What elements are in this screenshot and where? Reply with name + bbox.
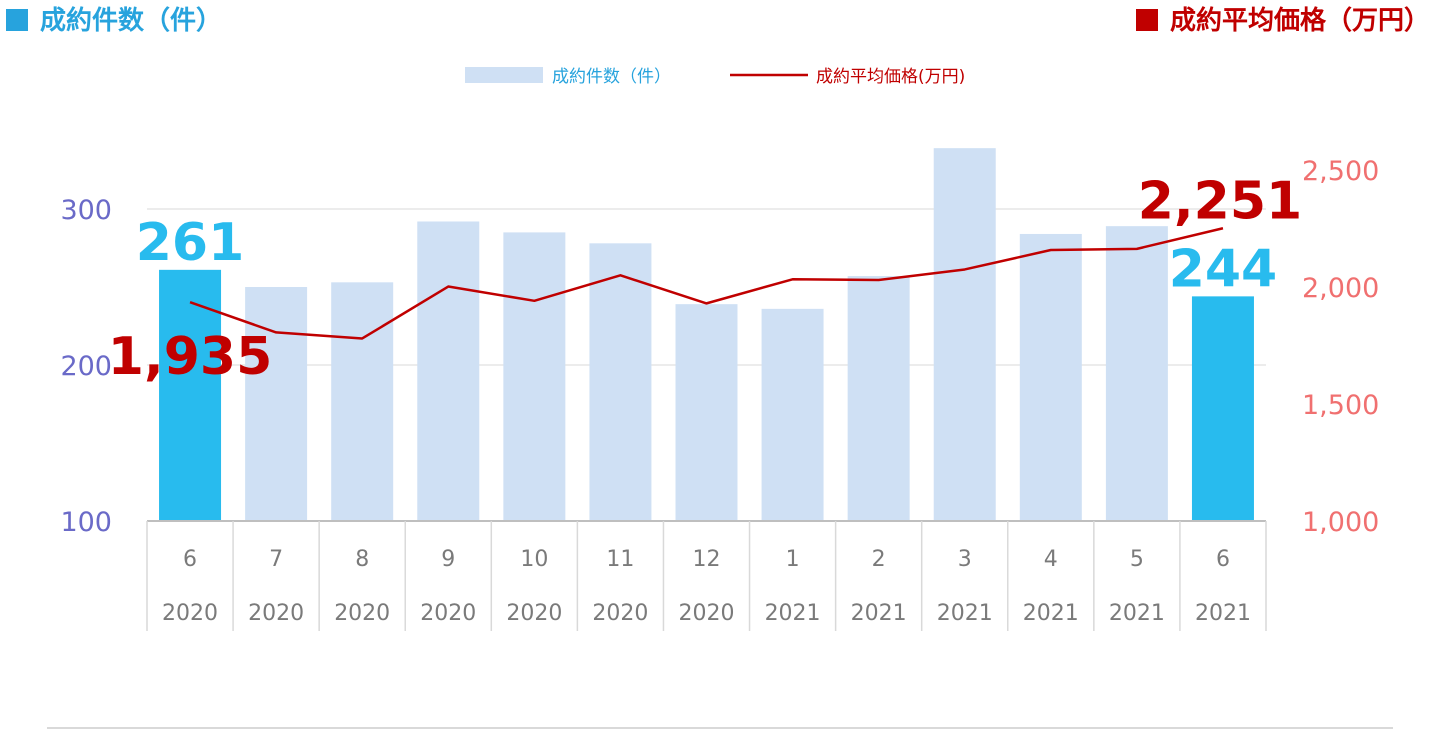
bar-6 bbox=[675, 304, 738, 521]
left-header: 成約件数（件） bbox=[6, 4, 222, 38]
x-year-label: 2020 bbox=[420, 601, 476, 626]
x-month-label: 3 bbox=[958, 547, 972, 572]
x-month-label: 2 bbox=[872, 547, 886, 572]
left-tick-label: 200 bbox=[60, 351, 112, 382]
line-series bbox=[189, 227, 1224, 340]
right-tick-label: 2,000 bbox=[1302, 273, 1379, 304]
bar-11 bbox=[1105, 226, 1168, 521]
right-axis: 1,000 1,500 2,000 2,500 bbox=[1302, 156, 1379, 538]
legend-bar-swatch bbox=[465, 67, 543, 83]
bar-0 bbox=[159, 269, 222, 521]
bar-3 bbox=[417, 221, 480, 522]
left-tick-label: 100 bbox=[60, 507, 112, 538]
bar-8 bbox=[847, 276, 910, 521]
last-bar-value-label: 244 bbox=[1169, 239, 1278, 299]
first-bar-value-label: 261 bbox=[136, 213, 245, 273]
first-line-value-label: 1,935 bbox=[108, 327, 272, 387]
x-year-label: 2020 bbox=[248, 601, 304, 626]
last-line-value-label: 2,251 bbox=[1138, 171, 1302, 231]
chart-legend: 成約件数（件） 成約平均価格(万円) bbox=[465, 67, 965, 87]
left-axis: 100 200 300 bbox=[60, 195, 112, 538]
bar-12 bbox=[1191, 296, 1254, 521]
right-tick-label: 1,000 bbox=[1302, 507, 1379, 538]
x-month-label: 10 bbox=[520, 547, 548, 572]
bar-10 bbox=[1019, 233, 1082, 521]
bar-2 bbox=[331, 282, 394, 521]
bar-9 bbox=[933, 148, 996, 521]
x-month-label: 5 bbox=[1130, 547, 1144, 572]
x-year-label: 2021 bbox=[1023, 601, 1079, 626]
category-table: 6202072020820209202010202011202012202012… bbox=[146, 520, 1267, 631]
x-month-label: 11 bbox=[606, 547, 634, 572]
bar-5 bbox=[589, 243, 652, 521]
x-year-label: 2020 bbox=[506, 601, 562, 626]
x-year-label: 2020 bbox=[592, 601, 648, 626]
bar-1 bbox=[245, 287, 308, 521]
x-month-label: 12 bbox=[693, 547, 721, 572]
x-month-label: 7 bbox=[269, 547, 283, 572]
x-year-label: 2021 bbox=[937, 601, 993, 626]
x-month-label: 1 bbox=[786, 547, 800, 572]
right-tick-label: 1,500 bbox=[1302, 390, 1379, 421]
x-month-label: 8 bbox=[355, 547, 369, 572]
x-year-label: 2020 bbox=[334, 601, 390, 626]
right-tick-label: 2,500 bbox=[1302, 156, 1379, 187]
square-bullet-icon bbox=[6, 9, 28, 31]
bar-series bbox=[159, 148, 1254, 522]
data-labels: 261 244 1,935 2,251 bbox=[108, 171, 1302, 387]
legend-line-label: 成約平均価格(万円) bbox=[816, 67, 965, 87]
right-header: 成約平均価格（万円） bbox=[1135, 4, 1430, 38]
x-month-label: 4 bbox=[1044, 547, 1058, 572]
x-month-label: 6 bbox=[183, 547, 197, 572]
x-year-label: 2021 bbox=[851, 601, 907, 626]
x-year-label: 2021 bbox=[765, 601, 821, 626]
left-tick-label: 300 bbox=[60, 195, 112, 226]
right-header-label: 成約平均価格（万円） bbox=[1169, 6, 1430, 36]
bar-7 bbox=[761, 308, 824, 521]
legend-bar-label: 成約件数（件） bbox=[552, 67, 671, 87]
x-year-label: 2020 bbox=[162, 601, 218, 626]
x-year-label: 2021 bbox=[1195, 601, 1251, 626]
bar-4 bbox=[503, 232, 566, 521]
x-year-label: 2021 bbox=[1109, 601, 1165, 626]
x-month-label: 6 bbox=[1216, 547, 1230, 572]
x-year-label: 2020 bbox=[679, 601, 735, 626]
square-bullet-icon bbox=[1135, 9, 1158, 31]
left-header-label: 成約件数（件） bbox=[40, 6, 223, 36]
x-month-label: 9 bbox=[441, 547, 455, 572]
